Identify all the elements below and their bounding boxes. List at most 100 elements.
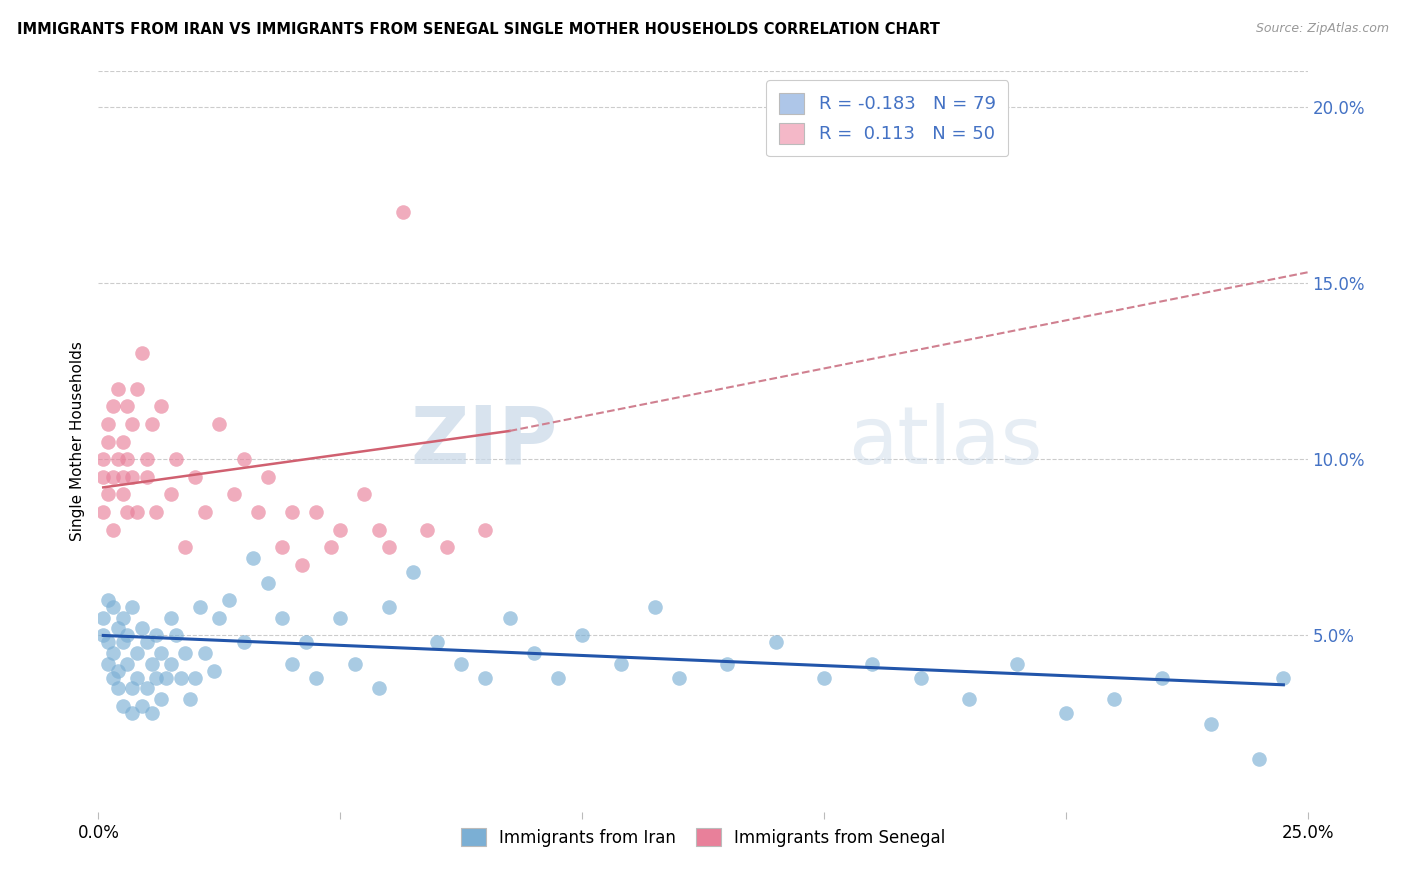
Point	[101, 600, 124, 615]
Point	[135, 470, 157, 484]
Point	[368, 523, 391, 537]
Point	[107, 681, 129, 696]
Point	[242, 550, 264, 565]
Point	[343, 657, 366, 671]
Point	[377, 600, 399, 615]
Point	[813, 671, 835, 685]
Point	[571, 628, 593, 642]
Point	[377, 541, 399, 555]
Point	[498, 611, 520, 625]
Point	[111, 487, 134, 501]
Point	[184, 470, 207, 484]
Point	[150, 692, 173, 706]
Point	[368, 681, 391, 696]
Point	[160, 657, 183, 671]
Point	[97, 635, 120, 649]
Point	[256, 575, 278, 590]
Point	[165, 452, 187, 467]
Point	[127, 505, 149, 519]
Point	[107, 382, 129, 396]
Point	[111, 434, 134, 449]
Point	[101, 671, 124, 685]
Point	[305, 671, 328, 685]
Point	[1272, 671, 1295, 685]
Point	[135, 681, 157, 696]
Point	[208, 417, 231, 431]
Point	[716, 657, 738, 671]
Point	[117, 452, 139, 467]
Point	[107, 621, 129, 635]
Point	[101, 523, 124, 537]
Point	[91, 628, 114, 642]
Point	[97, 593, 120, 607]
Text: atlas: atlas	[848, 402, 1042, 481]
Point	[135, 635, 157, 649]
Point	[121, 470, 143, 484]
Point	[547, 671, 569, 685]
Point	[101, 470, 124, 484]
Point	[141, 417, 163, 431]
Point	[131, 698, 153, 713]
Point	[150, 399, 173, 413]
Point	[957, 692, 980, 706]
Point	[97, 487, 120, 501]
Point	[131, 346, 153, 360]
Point	[145, 671, 167, 685]
Point	[402, 565, 425, 579]
Point	[117, 505, 139, 519]
Point	[271, 541, 294, 555]
Point	[474, 523, 496, 537]
Point	[295, 635, 318, 649]
Point	[204, 664, 226, 678]
Point	[107, 452, 129, 467]
Point	[232, 635, 254, 649]
Point	[111, 698, 134, 713]
Point	[111, 635, 134, 649]
Point	[145, 505, 167, 519]
Point	[155, 671, 177, 685]
Point	[111, 470, 134, 484]
Y-axis label: Single Mother Households: Single Mother Households	[70, 342, 86, 541]
Point	[91, 470, 114, 484]
Point	[91, 505, 114, 519]
Point	[910, 671, 932, 685]
Point	[329, 523, 352, 537]
Point	[174, 646, 197, 660]
Text: Source: ZipAtlas.com: Source: ZipAtlas.com	[1256, 22, 1389, 36]
Point	[169, 671, 191, 685]
Point	[179, 692, 201, 706]
Point	[281, 505, 304, 519]
Point	[474, 671, 496, 685]
Point	[281, 657, 304, 671]
Point	[135, 452, 157, 467]
Point	[184, 671, 207, 685]
Point	[668, 671, 690, 685]
Point	[165, 628, 187, 642]
Legend: Immigrants from Iran, Immigrants from Senegal: Immigrants from Iran, Immigrants from Se…	[453, 820, 953, 855]
Point	[290, 558, 312, 572]
Point	[141, 657, 163, 671]
Point	[91, 611, 114, 625]
Point	[160, 611, 183, 625]
Point	[353, 487, 375, 501]
Point	[121, 681, 143, 696]
Point	[188, 600, 211, 615]
Point	[765, 635, 787, 649]
Point	[860, 657, 883, 671]
Text: IMMIGRANTS FROM IRAN VS IMMIGRANTS FROM SENEGAL SINGLE MOTHER HOUSEHOLDS CORRELA: IMMIGRANTS FROM IRAN VS IMMIGRANTS FROM …	[17, 22, 939, 37]
Point	[101, 646, 124, 660]
Point	[1152, 671, 1174, 685]
Point	[426, 635, 449, 649]
Point	[97, 417, 120, 431]
Point	[1054, 706, 1077, 720]
Point	[160, 487, 183, 501]
Point	[271, 611, 294, 625]
Point	[111, 611, 134, 625]
Point	[610, 657, 633, 671]
Point	[131, 621, 153, 635]
Point	[450, 657, 472, 671]
Point	[121, 600, 143, 615]
Point	[117, 399, 139, 413]
Point	[436, 541, 458, 555]
Point	[319, 541, 342, 555]
